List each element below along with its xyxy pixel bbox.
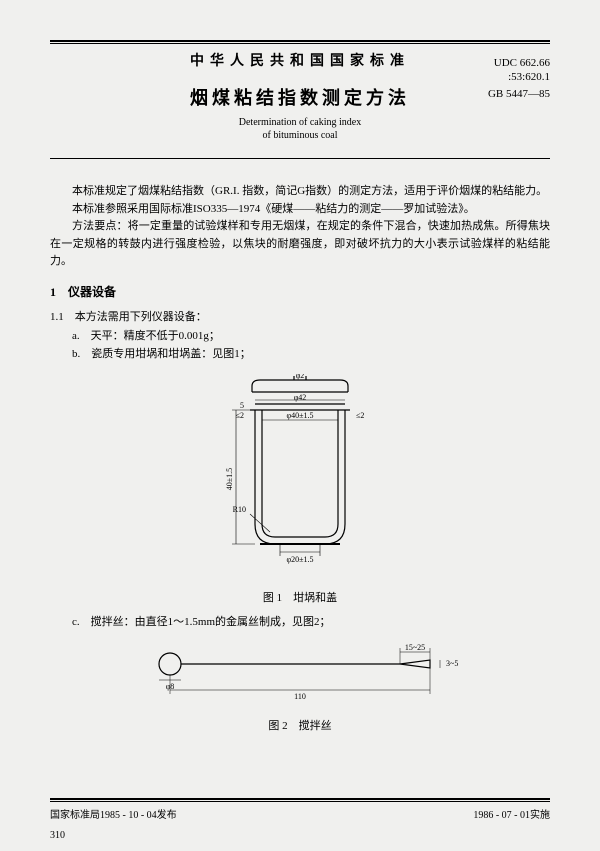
- nation-title: 中华人民共和国国家标准: [50, 50, 550, 70]
- page: 中华人民共和国国家标准 UDC 662.66 :53:620.1 GB 5447…: [0, 0, 600, 851]
- subtitle-line2: of bituminous coal: [50, 129, 550, 142]
- footer-row: 国家标准局1985 - 10 - 04发布 1986 - 07 - 01实施: [50, 801, 550, 821]
- intro-p3: 方法要点：将一定重量的试验煤样和专用无烟煤，在规定的条件下混合，快速加热成焦。所…: [50, 218, 550, 271]
- top-rule-thin: [50, 43, 550, 44]
- figure-2: φ8 110 15~25 3~5: [50, 642, 550, 707]
- svg-text:110: 110: [294, 692, 306, 701]
- item-c-wrap: c. 搅拌丝：由直径1～1.5mm的金属丝制成，见图2；: [50, 613, 550, 632]
- item-a: a. 天平：精度不低于0.001g；: [50, 327, 550, 346]
- svg-text:15~25: 15~25: [405, 643, 425, 652]
- fig1-caption: 图 1 坩埚和盖: [50, 589, 550, 605]
- svg-text:≤2: ≤2: [236, 411, 244, 420]
- svg-text:φ40±1.5: φ40±1.5: [286, 411, 313, 420]
- header-rule: [50, 158, 550, 159]
- svg-text:φ8: φ8: [166, 682, 175, 691]
- udc-code: UDC 662.66: [488, 56, 550, 70]
- subtitle-line1: Determination of caking index: [50, 116, 550, 129]
- intro-p2: 本标准参照采用国际标准ISO335—1974《硬煤——粘结力的测定——罗加试验法…: [50, 201, 550, 219]
- item-c: c. 搅拌丝：由直径1～1.5mm的金属丝制成，见图2；: [50, 613, 550, 632]
- main-title: 烟煤粘结指数测定方法: [50, 84, 550, 110]
- svg-text:3~5: 3~5: [446, 659, 458, 668]
- svg-text:≤2: ≤2: [356, 411, 364, 420]
- svg-text:φ20±1.5: φ20±1.5: [286, 555, 313, 564]
- section1-heading: 1 仪器设备: [50, 283, 550, 300]
- svg-text:φ2: φ2: [296, 374, 305, 380]
- footer: 国家标准局1985 - 10 - 04发布 1986 - 07 - 01实施: [50, 798, 550, 821]
- crucible-diagram: φ2 φ42 φ40±1.5 5 ≤2 ≤2 40±1.5 R10 φ20±1.…: [180, 374, 420, 574]
- udc-code-2: :53:620.1: [488, 70, 550, 84]
- page-number: 310: [50, 830, 65, 841]
- svg-text:40±1.5: 40±1.5: [225, 468, 234, 490]
- item-b: b. 瓷质专用坩埚和坩埚盖：见图1；: [50, 345, 550, 364]
- footer-right: 1986 - 07 - 01实施: [473, 806, 550, 821]
- intro-text: 本标准规定了烟煤粘结指数（GR.I. 指数，简记G指数）的测定方法，适用于评价烟…: [50, 183, 550, 271]
- footer-left: 国家标准局1985 - 10 - 04发布: [50, 806, 177, 821]
- item-1-1: 1.1 本方法需用下列仪器设备：: [50, 308, 550, 327]
- top-rule-thick: [50, 40, 550, 42]
- intro-p1: 本标准规定了烟煤粘结指数（GR.I. 指数，简记G指数）的测定方法，适用于评价烟…: [50, 183, 550, 201]
- stirrer-diagram: φ8 110 15~25 3~5: [140, 642, 460, 702]
- svg-text:R10: R10: [233, 505, 246, 514]
- svg-text:φ42: φ42: [294, 393, 307, 402]
- sub-title: Determination of caking index of bitumin…: [50, 116, 550, 142]
- section1-items: 1.1 本方法需用下列仪器设备： a. 天平：精度不低于0.001g； b. 瓷…: [50, 308, 550, 364]
- doc-codes: UDC 662.66 :53:620.1 GB 5447—85: [488, 56, 550, 101]
- fig2-caption: 图 2 搅拌丝: [50, 717, 550, 733]
- svg-text:5: 5: [240, 401, 244, 410]
- figure-1: φ2 φ42 φ40±1.5 5 ≤2 ≤2 40±1.5 R10 φ20±1.…: [50, 374, 550, 579]
- gb-code: GB 5447—85: [488, 87, 550, 101]
